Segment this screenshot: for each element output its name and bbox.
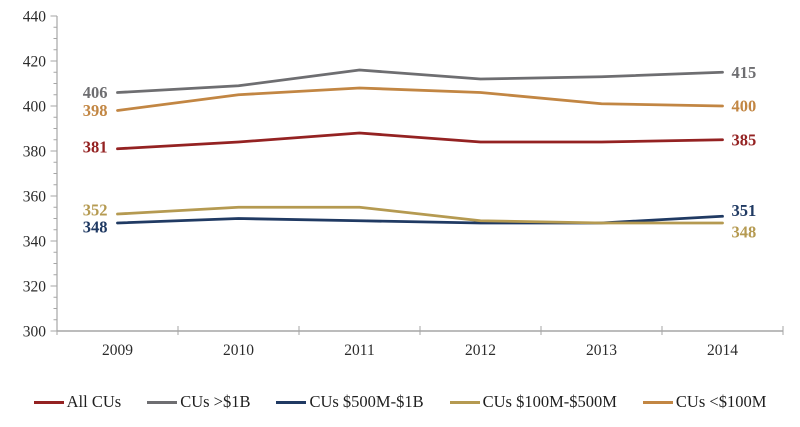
legend-item-cus-100m-500m: CUs $100M-$500M (449, 392, 617, 412)
y-axis-tick-label: 320 (23, 279, 47, 296)
value-label-start-cus-100m: 398 (83, 101, 108, 120)
value-label-start-all-cus: 381 (83, 137, 108, 156)
x-axis-tick-label: 2012 (465, 342, 496, 359)
series-line-all-cus (116, 131, 724, 151)
legend-swatch-cus-1b (147, 400, 178, 404)
series-line-cus-1b (116, 68, 724, 94)
series-line-cus-100m (116, 86, 724, 112)
value-label-end-cus-100m: 400 (732, 97, 757, 116)
legend-swatch-cus-100m (642, 400, 673, 404)
chart-canvas: 300 320 340 360 380 400 420 440 2009 2010 2011 2012… (23, 9, 784, 359)
y-axis-tick-label: 300 (23, 324, 47, 341)
legend-label: CUs <$100M (675, 392, 767, 411)
value-label-end-all-cus: 385 (732, 130, 757, 149)
y-axis-tick-label: 380 (23, 144, 47, 161)
legend-item-all-cus: All CUs (33, 392, 122, 412)
x-axis-tick-label: 2014 (707, 342, 738, 359)
legend-item-cus-100m: CUs <$100M (642, 392, 767, 412)
legend-label: CUs $100M-$500M (482, 392, 617, 411)
legend-label: CUs >$1B (180, 392, 251, 411)
legend-label: All CUs (66, 392, 122, 411)
x-axis-tick-label: 2009 (102, 342, 133, 359)
x-axis-tick-label: 2011 (344, 342, 374, 359)
legend-swatch-all-cus (33, 400, 64, 404)
legend-swatch-cus-100m-500m (449, 400, 480, 404)
value-label-end-cus-500m-1b: 351 (732, 201, 757, 220)
value-label-end-cus-100m-500m: 348 (732, 223, 757, 242)
legend-swatch-cus-500m-1b (276, 400, 307, 404)
value-label-start-cus-100m-500m: 352 (83, 201, 108, 220)
y-axis-tick-label: 420 (23, 54, 47, 71)
y-axis-tick-label: 440 (23, 9, 47, 26)
y-axis-tick-label: 340 (23, 234, 47, 251)
y-axis-tick-label: 360 (23, 189, 47, 206)
value-label-start-cus-1b: 406 (83, 83, 108, 102)
y-axis-tick-label: 400 (23, 99, 47, 116)
value-label-end-cus-1b: 415 (732, 63, 757, 82)
x-axis-tick-label: 2010 (223, 342, 254, 359)
legend-label: CUs $500M-$1B (309, 392, 424, 411)
value-label-start-cus-500m-1b: 348 (83, 218, 108, 237)
chart-legend: All CUs CUs >$1B CUs $500M-$1B CUs $100M-$5… (0, 386, 800, 418)
legend-item-cus-500m-1b: CUs $500M-$1B (276, 392, 424, 412)
legend-item-cus-1b: CUs >$1B (147, 392, 250, 412)
x-axis-tick-label: 2013 (586, 342, 617, 359)
series-line-cus-100m-500m (116, 205, 724, 225)
